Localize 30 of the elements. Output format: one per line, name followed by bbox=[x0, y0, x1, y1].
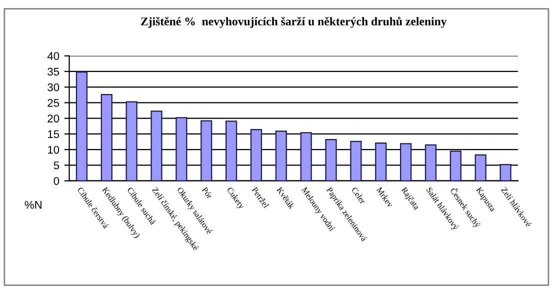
y-tick-label: 15 bbox=[48, 130, 60, 138]
y-tick-label: 5 bbox=[54, 162, 60, 170]
y-tick-label: 30 bbox=[48, 83, 60, 92]
bar bbox=[76, 72, 88, 181]
y-tick-label: 0 bbox=[54, 177, 60, 185]
x-tick-label: Pór bbox=[202, 186, 213, 200]
bar bbox=[400, 143, 412, 181]
bar bbox=[126, 101, 138, 181]
bar bbox=[176, 117, 188, 181]
chart-title: Zjištěné % nevyhovujících šarží u některých druhů zeleniny bbox=[141, 16, 447, 28]
y-tick-label: 25 bbox=[48, 98, 60, 107]
bar bbox=[250, 129, 262, 181]
bar bbox=[500, 164, 512, 181]
bar bbox=[150, 110, 162, 181]
bar bbox=[226, 120, 238, 181]
bar bbox=[350, 140, 362, 181]
bar bbox=[450, 150, 462, 181]
y-tick-label: 10 bbox=[48, 146, 60, 154]
y-tick-label: 40 bbox=[47, 52, 60, 60]
bar bbox=[300, 132, 312, 181]
bar bbox=[474, 154, 486, 181]
bar bbox=[375, 142, 387, 181]
y-tick-label: 35 bbox=[48, 68, 60, 76]
bar bbox=[200, 120, 212, 181]
bar bbox=[424, 144, 437, 181]
y-tick-label: 20 bbox=[48, 114, 60, 122]
bar bbox=[100, 94, 112, 181]
y-axis-title: %N bbox=[24, 200, 42, 209]
bar bbox=[275, 130, 287, 181]
bar bbox=[325, 139, 337, 181]
